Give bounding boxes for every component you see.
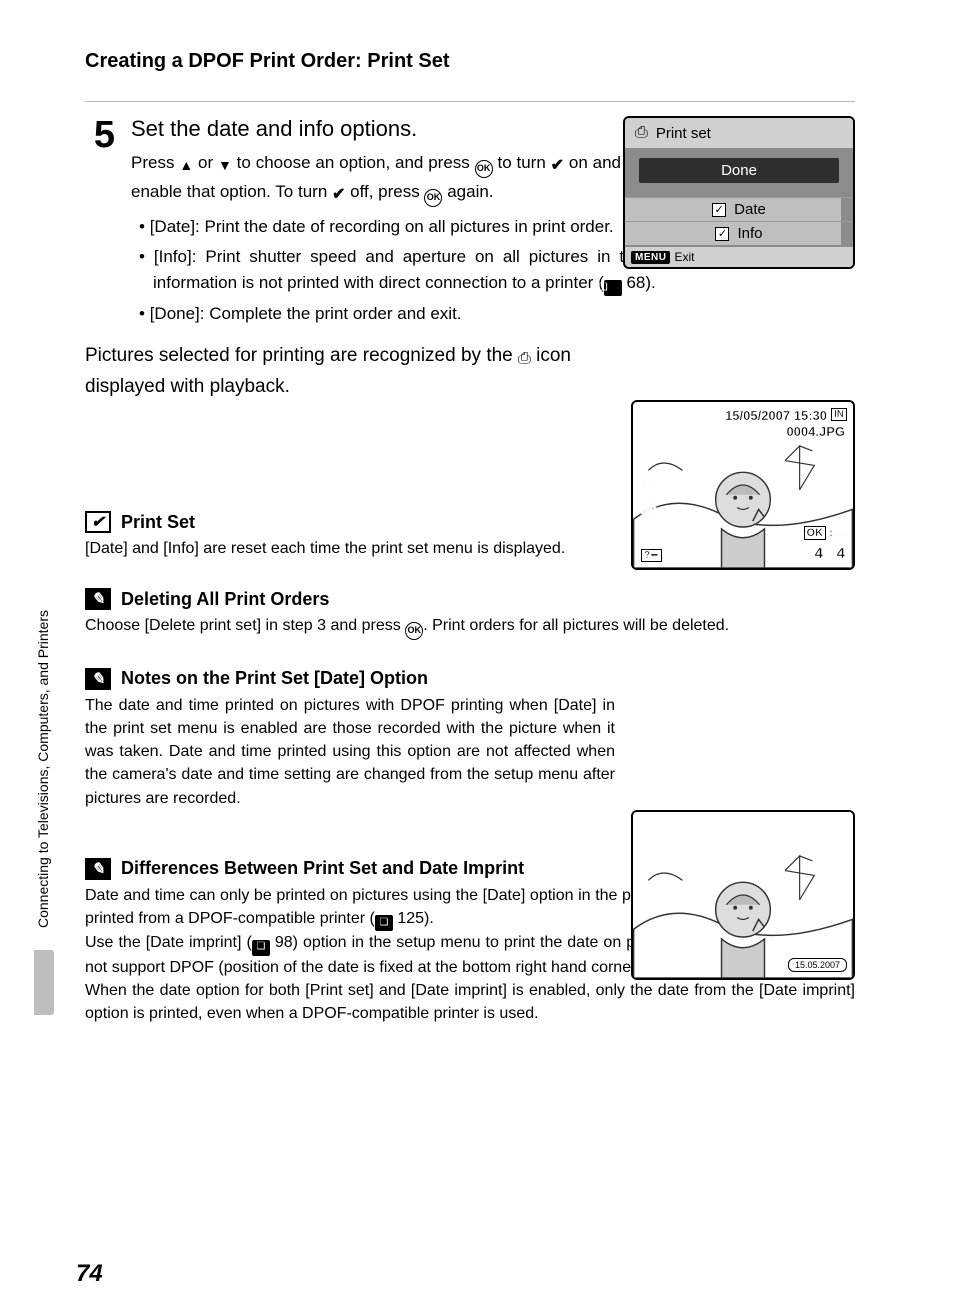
note-date-option: ✎ Notes on the Print Set [Date] Option T…	[85, 668, 855, 810]
side-tab: Connecting to Televisions, Computers, an…	[35, 610, 65, 1000]
page-ref-icon: ❏	[604, 280, 622, 296]
date-imprint-illustration: 15.05.2007	[631, 810, 855, 980]
note-body: The date and time printed on pictures wi…	[85, 694, 615, 810]
t: or	[193, 153, 218, 172]
bullet-date: [Date]: Print the date of recording on a…	[139, 214, 621, 240]
t: to turn	[493, 153, 551, 172]
recognized-paragraph: Pictures selected for printing are recog…	[85, 341, 595, 401]
step-number: 5	[85, 116, 115, 331]
note-title: Differences Between Print Set and Date I…	[121, 858, 524, 879]
t: 68).	[622, 273, 656, 292]
note-body: Choose [Delete print set] in step 3 and …	[85, 614, 855, 640]
menu-badge: MENU	[631, 251, 670, 264]
wave-icon: 〰	[641, 474, 656, 495]
date-stamp: 15.05.2007	[788, 958, 847, 972]
t: off, press	[345, 182, 424, 201]
menu-body: Done ✓ Date ✓ Info	[625, 148, 853, 247]
side-tab-marker	[34, 950, 54, 1015]
page-content: Creating a DPOF Print Order: Print Set 5…	[85, 50, 855, 1025]
page-number: 74	[76, 1260, 103, 1288]
page-ref-icon: ❏	[375, 915, 393, 931]
print-marker-icon: ⎙	[641, 497, 655, 518]
menu-header: ⎙ Print set	[625, 118, 853, 148]
t: Pictures selected for printing are recog…	[85, 345, 518, 366]
page-ref-icon: ❏	[252, 940, 270, 956]
check-icon: ✔	[332, 183, 345, 208]
playback-filename: 0004.JPG	[786, 424, 845, 439]
note-body-p3: When the date option for both [Print set…	[85, 979, 855, 1025]
up-arrow-icon: ▲	[179, 155, 193, 177]
side-tab-label: Connecting to Televisions, Computers, an…	[35, 610, 51, 928]
t: . Print orders for all pictures will be …	[423, 617, 729, 634]
note-title: Deleting All Print Orders	[121, 589, 329, 610]
divider	[85, 101, 855, 102]
playback-preview: 15/05/2007 15:30 IN 0004.JPG 〰 ⎙ ?⬅ OK :…	[631, 400, 855, 570]
playback-count-a: 4	[815, 545, 823, 562]
check-icon: ✔	[551, 154, 564, 179]
step-intro: Press ▲ or ▼ to choose an option, and pr…	[131, 150, 621, 208]
print-icon: ⎙	[518, 350, 531, 367]
note-badge-pencil-icon: ✎	[85, 668, 111, 690]
page-title: Creating a DPOF Print Order: Print Set	[85, 50, 450, 73]
ok-icon: OK	[405, 622, 423, 640]
t: Use the [Date imprint] (	[85, 934, 252, 951]
note-badge-pencil-icon: ✎	[85, 588, 111, 610]
t: Press	[131, 153, 179, 172]
help-icon: ?⬅	[641, 549, 662, 562]
t: Choose [Delete print set] in step 3 and …	[85, 617, 405, 634]
note-badge-check-icon: ✔	[85, 511, 111, 533]
note-title: Notes on the Print Set [Date] Option	[121, 668, 428, 689]
playback-timestamp: 15/05/2007 15:30	[725, 408, 827, 423]
menu-title: Print set	[656, 125, 711, 142]
t: 125).	[393, 910, 434, 927]
illustration-svg	[633, 812, 853, 978]
menu-row-date[interactable]: ✓ Date	[625, 197, 853, 221]
menu-exit-label: Exit	[674, 250, 694, 264]
in-icon: IN	[831, 408, 847, 421]
bullet-done: [Done]: Complete the print order and exi…	[139, 301, 855, 327]
t: to choose an option, and press	[232, 153, 475, 172]
ok-icon: OK	[424, 189, 442, 207]
menu-date-label: Date	[734, 201, 766, 218]
menu-row-info[interactable]: ✓ Info	[625, 221, 853, 245]
note-badge-pencil-icon: ✎	[85, 858, 111, 880]
header: Creating a DPOF Print Order: Print Set	[85, 50, 855, 79]
down-arrow-icon: ▼	[218, 155, 232, 177]
step-container: 5 Set the date and info options. Press ▲…	[85, 116, 855, 1025]
note-title: Print Set	[121, 512, 195, 533]
step-bullets: [Date]: Print the date of recording on a…	[131, 214, 621, 240]
menu-footer: MENU Exit	[625, 247, 853, 267]
print-icon: ⎙	[635, 124, 648, 142]
ok-hint: OK : ⤾	[804, 527, 845, 540]
checkbox-checked-icon: ✓	[712, 203, 726, 217]
t: again.	[442, 182, 493, 201]
print-set-menu: ⎙ Print set Done ✓ Date ✓ Info MENU Exit	[623, 116, 855, 269]
ok-icon: OK	[475, 160, 493, 178]
note-deleting: ✎ Deleting All Print Orders Choose [Dele…	[85, 588, 855, 640]
checkbox-checked-icon: ✓	[715, 227, 729, 241]
menu-done[interactable]: Done	[639, 158, 839, 183]
playback-count-b: 4	[837, 545, 845, 562]
menu-info-label: Info	[737, 225, 762, 242]
